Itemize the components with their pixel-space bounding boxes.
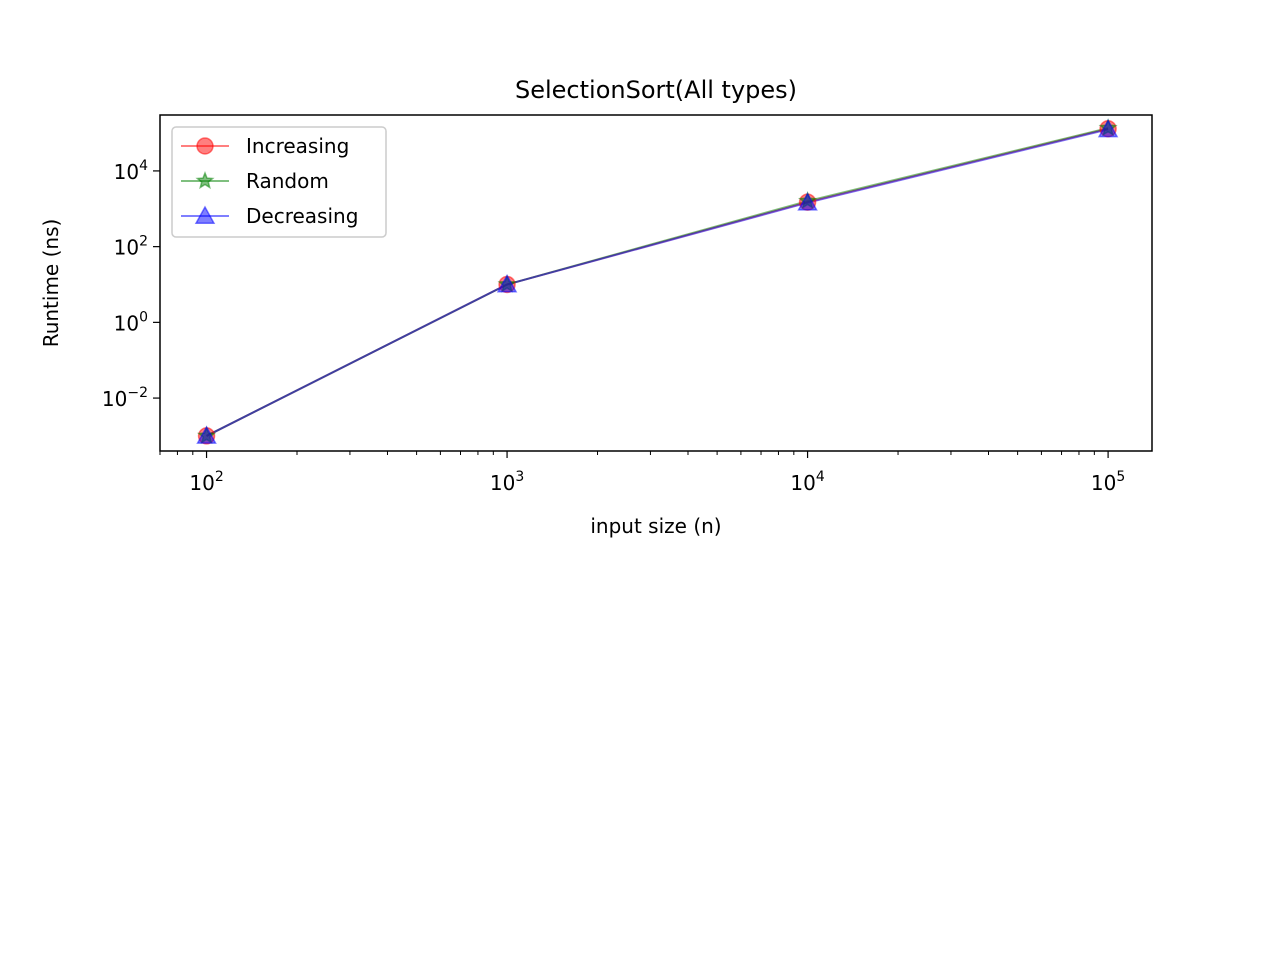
y-tick-label: 104 bbox=[114, 158, 148, 184]
plot-frame bbox=[159, 114, 1153, 452]
y-axis-label: Runtime (ns) bbox=[39, 219, 63, 348]
y-tick-label-exponent: 4 bbox=[139, 158, 148, 174]
legend-label-increasing: Increasing bbox=[246, 134, 349, 158]
y-tick-label-base: 10 bbox=[114, 160, 139, 184]
legend-marker-random bbox=[195, 170, 215, 190]
legend-box bbox=[171, 126, 387, 238]
x-tick-label-base: 10 bbox=[1091, 471, 1116, 495]
y-tick-label: 10−2 bbox=[102, 385, 148, 411]
chart-title: SelectionSort(All types) bbox=[515, 76, 797, 104]
x-tick-label-base: 10 bbox=[189, 471, 214, 495]
y-tick-label-base: 10 bbox=[114, 236, 139, 260]
y-tick-label: 102 bbox=[114, 234, 148, 260]
x-tick-label: 102 bbox=[189, 469, 223, 495]
y-tick-label-exponent: −2 bbox=[127, 385, 148, 401]
legend-marker-increasing bbox=[196, 137, 214, 155]
legend-label-decreasing: Decreasing bbox=[246, 204, 358, 228]
x-tick-label-base: 10 bbox=[490, 471, 515, 495]
y-tick-label-exponent: 2 bbox=[139, 234, 148, 250]
data-point-decreasing bbox=[196, 425, 217, 444]
plot-markers bbox=[196, 118, 1119, 445]
x-tick-label: 105 bbox=[1091, 469, 1125, 495]
x-axis-label: input size (n) bbox=[590, 514, 721, 538]
legend-label-random: Random bbox=[246, 169, 329, 193]
series-line-decreasing bbox=[206, 128, 1109, 437]
y-tick-label: 100 bbox=[114, 309, 148, 335]
data-point-decreasing bbox=[797, 192, 818, 211]
y-tick-label-base: 10 bbox=[114, 311, 139, 335]
y-tick-label-exponent: 0 bbox=[139, 309, 148, 325]
x-tick-label-exponent: 3 bbox=[515, 469, 524, 485]
x-tick-label-exponent: 5 bbox=[1116, 469, 1125, 485]
x-tick-label-base: 10 bbox=[790, 471, 815, 495]
x-axis: 102 103 104 105 bbox=[159, 451, 1125, 495]
y-tick-label-base: 10 bbox=[102, 387, 127, 411]
x-tick-label-exponent: 2 bbox=[215, 469, 224, 485]
x-tick-label-exponent: 4 bbox=[816, 469, 825, 485]
plot-lines bbox=[206, 127, 1109, 437]
legend: Increasing Random Decreasing bbox=[171, 126, 387, 238]
data-point-decreasing bbox=[1097, 118, 1119, 138]
legend-marker-decreasing bbox=[194, 205, 216, 224]
data-point-decreasing bbox=[496, 273, 518, 293]
x-tick-label: 103 bbox=[490, 469, 524, 495]
x-tick-label: 104 bbox=[790, 469, 824, 495]
